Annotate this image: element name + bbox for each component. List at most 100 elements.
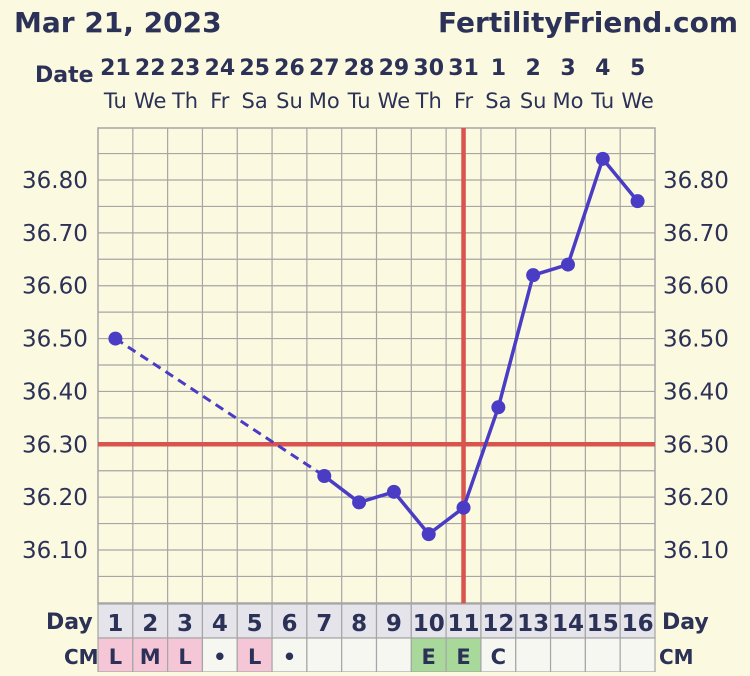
temp-point <box>491 400 506 415</box>
day-cell <box>167 603 204 639</box>
day-label: 9 <box>386 611 402 637</box>
x-date-label: 25 <box>239 56 270 81</box>
x-weekday-label: Th <box>415 89 442 113</box>
temp-line-segment <box>427 506 465 536</box>
day-row-label-right: Day <box>662 610 709 635</box>
cm-cell <box>480 637 517 673</box>
x-date-label: 27 <box>309 56 340 81</box>
x-date-label: 3 <box>560 56 575 81</box>
cm-cell <box>236 637 273 673</box>
temp-point <box>456 500 471 515</box>
y-tick-left: 36.40 <box>22 379 88 405</box>
cm-cell <box>167 637 204 673</box>
x-weekday-label: Tu <box>103 89 127 113</box>
day-label: 12 <box>482 611 514 637</box>
date-row-label: Date <box>35 63 94 88</box>
cm-cell <box>132 637 169 673</box>
day-label: 11 <box>448 611 480 637</box>
y-tick-left: 36.60 <box>22 274 88 300</box>
day-label: 5 <box>247 611 263 637</box>
temp-line-segment <box>496 274 535 408</box>
x-weekday-label: Tu <box>347 89 371 113</box>
x-weekday-label: Mo <box>552 89 583 113</box>
day-label: 15 <box>587 611 619 637</box>
temp-point <box>526 268 541 283</box>
cm-label: C <box>491 645 506 669</box>
y-tick-right: 36.70 <box>663 221 729 247</box>
day-cell <box>132 603 169 639</box>
cm-label: E <box>456 645 470 669</box>
day-cell <box>515 603 552 639</box>
y-tick-left: 36.10 <box>22 538 88 564</box>
temp-point <box>108 331 123 346</box>
cm-cell <box>619 637 656 673</box>
day-label: 13 <box>517 611 549 637</box>
y-tick-left: 36.30 <box>22 432 88 458</box>
cm-label: L <box>178 645 191 669</box>
y-tick-right: 36.50 <box>663 327 729 353</box>
x-date-label: 26 <box>274 56 305 81</box>
temp-line-segment <box>566 158 605 266</box>
cm-cell <box>306 637 343 673</box>
cm-label: • <box>213 645 226 669</box>
day-label: 10 <box>413 611 445 637</box>
x-date-label: 1 <box>491 56 506 81</box>
x-date-label: 29 <box>379 56 410 81</box>
y-tick-right: 36.30 <box>663 432 729 458</box>
header-date: Mar 21, 2023 <box>14 6 222 39</box>
x-date-label: 24 <box>205 56 236 81</box>
temp-point <box>317 469 332 483</box>
cm-cell <box>584 637 621 673</box>
y-tick-right: 36.20 <box>663 485 729 511</box>
x-date-label: 4 <box>595 56 610 81</box>
y-tick-right: 36.60 <box>663 274 729 300</box>
temp-point <box>352 495 367 510</box>
header-site: FertilityFriend.com <box>438 6 738 39</box>
temp-point <box>560 257 575 272</box>
x-weekday-label: Su <box>520 89 547 113</box>
x-weekday-label: Su <box>276 89 303 113</box>
day-label: 2 <box>142 611 158 637</box>
temp-line-segment <box>323 474 361 504</box>
day-label: 1 <box>107 611 123 637</box>
x-weekday-label: Fr <box>210 89 230 113</box>
day-cell <box>619 603 656 639</box>
cm-row-label-right: CM <box>659 645 694 669</box>
x-date-label: 23 <box>170 56 201 81</box>
x-date-label: 22 <box>135 56 166 81</box>
day-label: 7 <box>316 611 332 637</box>
x-weekday-label: Th <box>171 89 198 113</box>
cm-label: L <box>248 645 261 669</box>
temp-line-dashed <box>114 337 326 478</box>
x-date-label: 28 <box>344 56 375 81</box>
temp-point <box>421 527 436 542</box>
x-weekday-label: Tu <box>590 89 614 113</box>
temp-line-segment <box>461 406 500 509</box>
day-cell <box>306 603 343 639</box>
day-label: 4 <box>212 611 228 637</box>
y-tick-left: 36.80 <box>22 168 88 194</box>
x-weekday-label: We <box>134 89 166 113</box>
y-tick-left: 36.20 <box>22 485 88 511</box>
x-date-label: 5 <box>630 56 645 81</box>
temp-point <box>386 484 401 499</box>
y-tick-right: 36.80 <box>663 168 729 194</box>
day-cell <box>201 603 238 639</box>
x-weekday-label: We <box>378 89 410 113</box>
y-tick-left: 36.70 <box>22 221 88 247</box>
temp-line-segment <box>601 157 639 203</box>
x-date-label: 21 <box>100 56 131 81</box>
x-date-label: 2 <box>526 56 541 81</box>
x-weekday-label: Mo <box>309 89 340 113</box>
temp-point <box>630 194 645 209</box>
temp-point <box>595 151 610 166</box>
cm-row-label-left: CM <box>64 645 99 669</box>
cm-cell <box>410 637 447 673</box>
y-tick-right: 36.40 <box>663 379 729 405</box>
x-date-label: 30 <box>413 56 444 81</box>
day-label: 8 <box>351 611 367 637</box>
x-weekday-label: Sa <box>242 89 268 113</box>
cm-label: L <box>109 645 122 669</box>
